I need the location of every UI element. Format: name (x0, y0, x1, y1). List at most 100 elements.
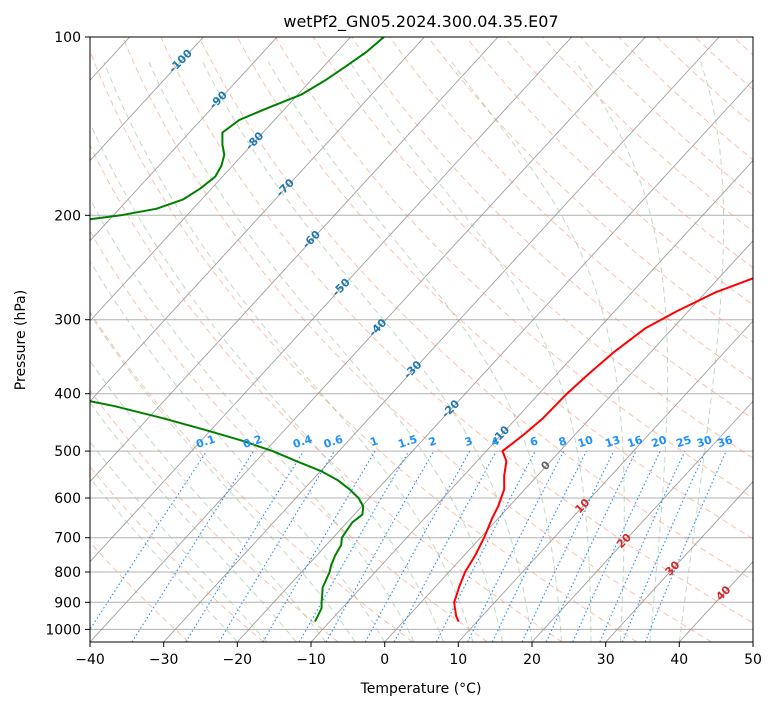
y-tick-label: 100 (54, 30, 81, 46)
dewpoint-profile-line (90, 37, 385, 623)
mixing-ratio-line (491, 450, 587, 642)
x-tick-label: 0 (380, 652, 389, 668)
mixing-ratio-label: 0.6 (322, 432, 345, 450)
dry-adiabat-line (122, 37, 712, 642)
y-tick-label: 500 (54, 444, 81, 460)
mixing-ratio-line (521, 450, 615, 642)
x-tick-label: 40 (670, 652, 688, 668)
mixing-ratio-line (393, 450, 497, 642)
x-tick-label: 30 (597, 652, 615, 668)
moist-adiabat-line (349, 61, 592, 642)
dry-adiabat-line (389, 37, 753, 381)
mixing-ratio-line (545, 450, 637, 642)
dry-adiabat-line (236, 37, 753, 540)
dry-adiabat-line (90, 389, 339, 642)
mixing-ratio-line (131, 450, 255, 642)
isotherm-line (236, 79, 753, 642)
y-tick-label: 200 (54, 208, 81, 224)
x-tick-label: 10 (449, 652, 467, 668)
mixing-ratio-line (572, 450, 661, 642)
mixing-ratio-label: 1 (368, 434, 379, 449)
dry-adiabat-line (732, 37, 753, 56)
dry-adiabat-line (198, 37, 753, 581)
y-tick-label: 400 (54, 387, 81, 403)
y-tick-label: 600 (54, 491, 81, 507)
dry-adiabat-line (90, 50, 638, 642)
mixing-ratio-label: 25 (675, 433, 694, 450)
dry-adiabat-line (427, 37, 753, 343)
mixing-ratio-label: 13 (603, 433, 622, 450)
isotherm-line (90, 37, 278, 242)
mixing-ratio-line (599, 450, 686, 642)
moist-adiabat-line (90, 313, 356, 642)
moist-adiabat-line (90, 359, 327, 642)
mixing-ratio-line (325, 450, 435, 642)
moist-adiabat-line (90, 121, 445, 642)
isotherm-line (752, 641, 753, 642)
moist-adiabat-line (575, 61, 669, 642)
mixing-ratio-line (467, 450, 565, 642)
y-tick-label: 1000 (45, 622, 81, 638)
mixing-ratio-label: 0.4 (291, 432, 314, 450)
moist-adiabat-line (451, 61, 625, 642)
moist-adiabat-line (90, 402, 297, 642)
dry-adiabat-line (503, 37, 753, 269)
mixing-ratio-label: 3 (463, 434, 474, 449)
moist-adiabat-line (148, 61, 503, 642)
x-tick-label: 50 (744, 652, 762, 668)
y-tick-label: 900 (54, 595, 81, 611)
mixing-ratio-label: 1.5 (396, 433, 419, 451)
dry-adiabat-line (465, 37, 753, 306)
dry-adiabat-line (274, 37, 753, 499)
dry-adiabat-line (313, 37, 753, 459)
mixing-ratio-label: 36 (716, 433, 735, 450)
dry-adiabat-line (90, 144, 563, 642)
mixing-ratio-label: 6 (528, 434, 540, 449)
dry-adiabat-line (542, 37, 753, 233)
dry-adiabat-line (656, 37, 753, 126)
isotherm-line (163, 37, 720, 642)
mixing-ratio-line (262, 450, 376, 642)
moist-adiabat-line (267, 61, 562, 642)
y-tick-label: 800 (54, 565, 81, 581)
background-lines (90, 37, 753, 642)
x-tick-label: 20 (523, 652, 541, 668)
isotherm-line (605, 480, 753, 642)
dry-adiabat-line (90, 311, 414, 642)
y-axis-label: Pressure (hPa) (13, 290, 29, 390)
mixing-ratio-label: 16 (626, 433, 645, 450)
moist-adiabat-line (202, 61, 533, 642)
moist-adiabat-line (90, 477, 238, 642)
isotherm-line (90, 37, 499, 483)
moist-adiabat-line (90, 197, 415, 642)
x-tick-label: −10 (296, 652, 326, 668)
moist-adiabat-line (103, 61, 474, 642)
mixing-ratio-line (298, 450, 410, 642)
mixing-ratio-label: 4 (490, 434, 502, 449)
mixing-ratio-label: 0.1 (194, 433, 217, 451)
x-tick-label: −40 (75, 652, 105, 668)
mixing-ratio-label: 10 (576, 433, 595, 450)
plot-frame (89, 36, 754, 643)
dry-adiabat-line (694, 37, 753, 91)
mixing-ratio-line (185, 450, 305, 642)
mixing-ratio-line (644, 450, 727, 642)
mixing-ratio-label: 8 (557, 434, 568, 449)
dry-adiabat-line (160, 37, 753, 624)
moist-adiabat-line (90, 260, 386, 642)
dry-adiabat-line (90, 230, 488, 642)
mixing-ratio-line (218, 450, 335, 642)
y-tick-label: 700 (54, 531, 81, 547)
x-tick-label: −30 (149, 652, 179, 668)
isotherm-line (678, 561, 753, 642)
data-series (90, 37, 753, 623)
isotherm-line (90, 37, 352, 322)
mixing-ratio-label: 0.2 (241, 433, 264, 451)
mixing-ratio-label: 30 (695, 433, 714, 450)
isotherm-line (90, 37, 573, 563)
dry-adiabat-line (351, 37, 753, 420)
mixing-ratio-label: 2 (427, 434, 438, 449)
chart-title: wetPf2_GN05.2024.300.04.35.E07 (283, 12, 558, 32)
moist-adiabat-line (90, 441, 268, 642)
